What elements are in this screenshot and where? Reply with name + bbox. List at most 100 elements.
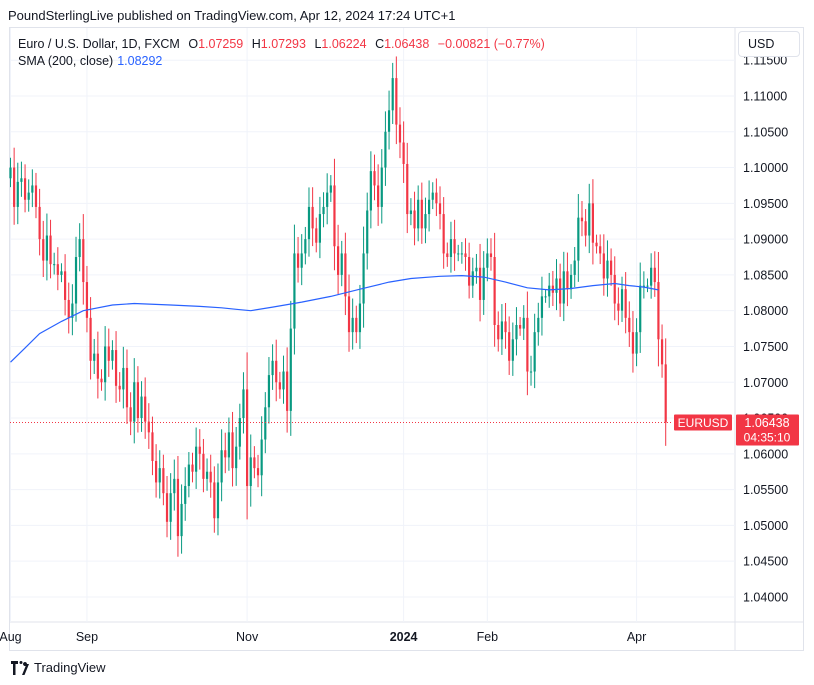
candle-body: [180, 503, 183, 537]
candle: [9, 157, 12, 188]
candle: [617, 287, 620, 326]
candle-body: [333, 185, 336, 247]
candle: [198, 429, 201, 470]
candle: [424, 197, 427, 244]
candle: [307, 187, 311, 257]
candle-body: [23, 178, 27, 200]
candle-body: [100, 378, 103, 383]
candle: [664, 338, 667, 446]
candle-body: [366, 210, 369, 254]
x-tick-label: 2024: [390, 630, 418, 644]
candle-body: [114, 350, 118, 386]
candle: [366, 192, 369, 270]
candle-body: [442, 214, 445, 254]
candle: [34, 172, 38, 219]
candle: [220, 429, 223, 502]
candle: [42, 220, 45, 278]
candle: [93, 338, 96, 374]
candle: [337, 224, 340, 295]
candle-body: [642, 285, 645, 287]
candle: [428, 180, 431, 232]
candle: [504, 302, 507, 349]
publisher-line: PoundSterlingLive published on TradingVi…: [8, 8, 456, 23]
candle: [398, 107, 402, 159]
candle: [140, 381, 143, 432]
candle: [165, 476, 169, 538]
candle-body: [420, 199, 423, 229]
candle-body: [13, 167, 16, 207]
candle-body: [158, 468, 161, 483]
candle-body: [537, 317, 540, 333]
currency-button[interactable]: USD: [738, 31, 800, 57]
candle: [358, 284, 362, 349]
candle-body: [147, 421, 150, 433]
candle: [209, 454, 212, 498]
candle-body: [639, 285, 642, 333]
candle: [559, 263, 562, 317]
candle: [653, 251, 656, 297]
candle: [49, 219, 52, 279]
candle: [104, 326, 107, 401]
candle: [67, 282, 70, 334]
candle-body: [155, 460, 158, 483]
candle: [296, 236, 300, 283]
candle-body: [315, 228, 318, 243]
candle-body: [224, 450, 227, 458]
candle-body: [74, 257, 78, 304]
candle: [118, 372, 121, 402]
candle-body: [278, 382, 281, 390]
candle: [322, 192, 325, 228]
candle-body: [16, 181, 19, 207]
candle-body: [205, 471, 209, 479]
candle-body: [475, 267, 478, 272]
candle: [169, 473, 172, 540]
low-label: L: [314, 37, 322, 51]
candle: [519, 316, 522, 336]
y-tick-label: 1.08000: [743, 304, 788, 318]
candle: [482, 251, 485, 315]
candle: [260, 416, 263, 497]
y-tick-label: 1.09500: [743, 197, 788, 211]
candle: [300, 234, 303, 286]
candle-body: [355, 317, 358, 333]
candle-body: [311, 206, 314, 229]
candle: [646, 278, 649, 293]
candle-body: [519, 325, 522, 329]
y-tick-label: 1.07500: [743, 340, 788, 354]
candle-body: [242, 389, 245, 419]
candle: [635, 318, 638, 367]
candle-body: [500, 321, 503, 340]
candle-body: [220, 450, 223, 483]
candle-body: [464, 253, 467, 258]
x-tick-label: Nov: [236, 630, 259, 644]
candle: [31, 169, 34, 208]
candle-body: [449, 239, 453, 258]
candle: [184, 467, 187, 521]
candle-body: [195, 446, 198, 472]
candle: [64, 254, 67, 316]
candle-body: [227, 432, 230, 458]
candle: [562, 251, 565, 322]
candle: [333, 158, 336, 271]
candle: [355, 305, 358, 344]
candle: [235, 426, 238, 486]
candle: [551, 270, 554, 306]
x-tick-label: Sep: [76, 630, 98, 644]
candle-body: [511, 339, 514, 361]
candle-body: [559, 278, 562, 304]
candle-body: [486, 253, 489, 268]
candle-body: [307, 206, 311, 240]
candle: [464, 238, 467, 271]
candle-body: [620, 289, 624, 311]
candle-body: [275, 360, 278, 383]
candle-body: [529, 371, 533, 373]
candle: [493, 232, 496, 347]
candle: [435, 178, 438, 217]
candle: [246, 352, 249, 520]
candle-body: [653, 267, 656, 283]
candle: [205, 458, 209, 491]
candle: [533, 313, 536, 389]
candle: [45, 213, 48, 281]
candle: [53, 252, 56, 275]
